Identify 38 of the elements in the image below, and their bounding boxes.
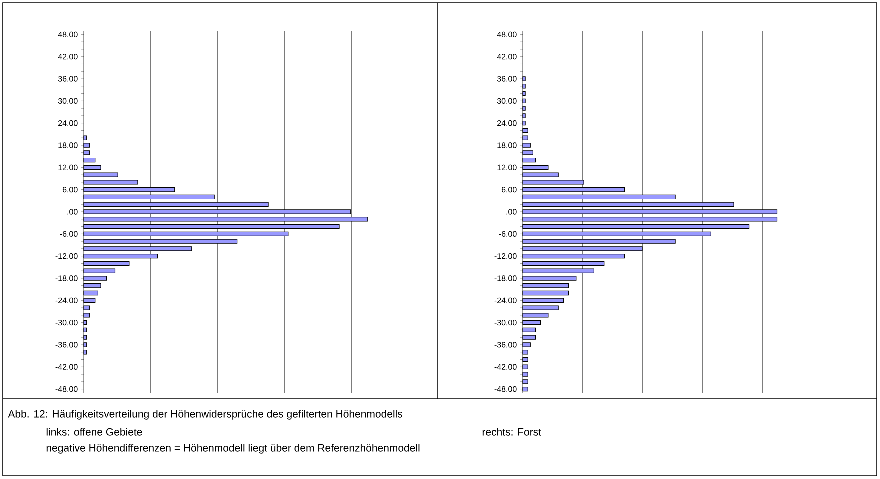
text: rechts: Forst xyxy=(482,428,542,436)
y-tick-label: -48.00 xyxy=(494,386,517,392)
y-tick-label: -36.00 xyxy=(494,342,517,348)
y-tick-label: -30.00 xyxy=(494,320,517,326)
text: links: offene Gebiete xyxy=(46,428,142,436)
y-tick-label: 42.00 xyxy=(497,54,517,60)
y-tick-label: -12.00 xyxy=(56,253,78,260)
y-tick-label: 30.00 xyxy=(58,98,78,104)
y-tick-label: 18.00 xyxy=(58,142,78,148)
y-tick-label: 30.00 xyxy=(497,98,517,104)
y-tick-label: 24.00 xyxy=(58,120,78,126)
y-tick-label: 12.00 xyxy=(498,164,517,171)
y-tick-label: .00 xyxy=(68,209,78,215)
y-tick-label: -18.00 xyxy=(56,276,78,282)
y-tick-label: -24.00 xyxy=(494,298,517,304)
y-tick-label: -48.00 xyxy=(56,386,78,392)
y-tick-label: -42.00 xyxy=(56,364,78,370)
caption: Abb. 12: Häufigkeitsverteilung der Höhenwidersprüche des gefilterten Höhenmodells xyxy=(8,410,402,420)
y-tick-label: -18.00 xyxy=(494,276,517,282)
text: negative Höhendifferenzen = Höhenmodell liegt über dem Referenzhöhenmodell xyxy=(46,444,420,454)
y-tick-label: -6.00 xyxy=(60,231,78,237)
y-tick-label: 24.00 xyxy=(498,120,517,126)
y-tick-label: -24.00 xyxy=(56,298,78,304)
y-tick-label: 48.00 xyxy=(497,32,517,38)
y-tick-label: 18.00 xyxy=(498,142,517,148)
y-tick-label: 6.00 xyxy=(62,187,78,193)
y-tick-label: 48.00 xyxy=(58,32,78,38)
y-tick-label: -42.00 xyxy=(494,364,517,370)
y-tick-label: -36.00 xyxy=(56,342,78,348)
y-tick-label: -12.00 xyxy=(494,253,517,260)
y-tick-label: 36.00 xyxy=(497,76,517,82)
y-tick-label: -6.00 xyxy=(499,231,517,237)
y-tick-label: 6.00 xyxy=(502,187,517,193)
y-tick-label: 36.00 xyxy=(58,76,78,82)
y-tick-label: 12.00 xyxy=(58,164,78,171)
y-tick-label: .00 xyxy=(506,209,517,215)
y-tick-label: 42.00 xyxy=(58,54,78,60)
y-tick-label: -30.00 xyxy=(56,320,78,326)
